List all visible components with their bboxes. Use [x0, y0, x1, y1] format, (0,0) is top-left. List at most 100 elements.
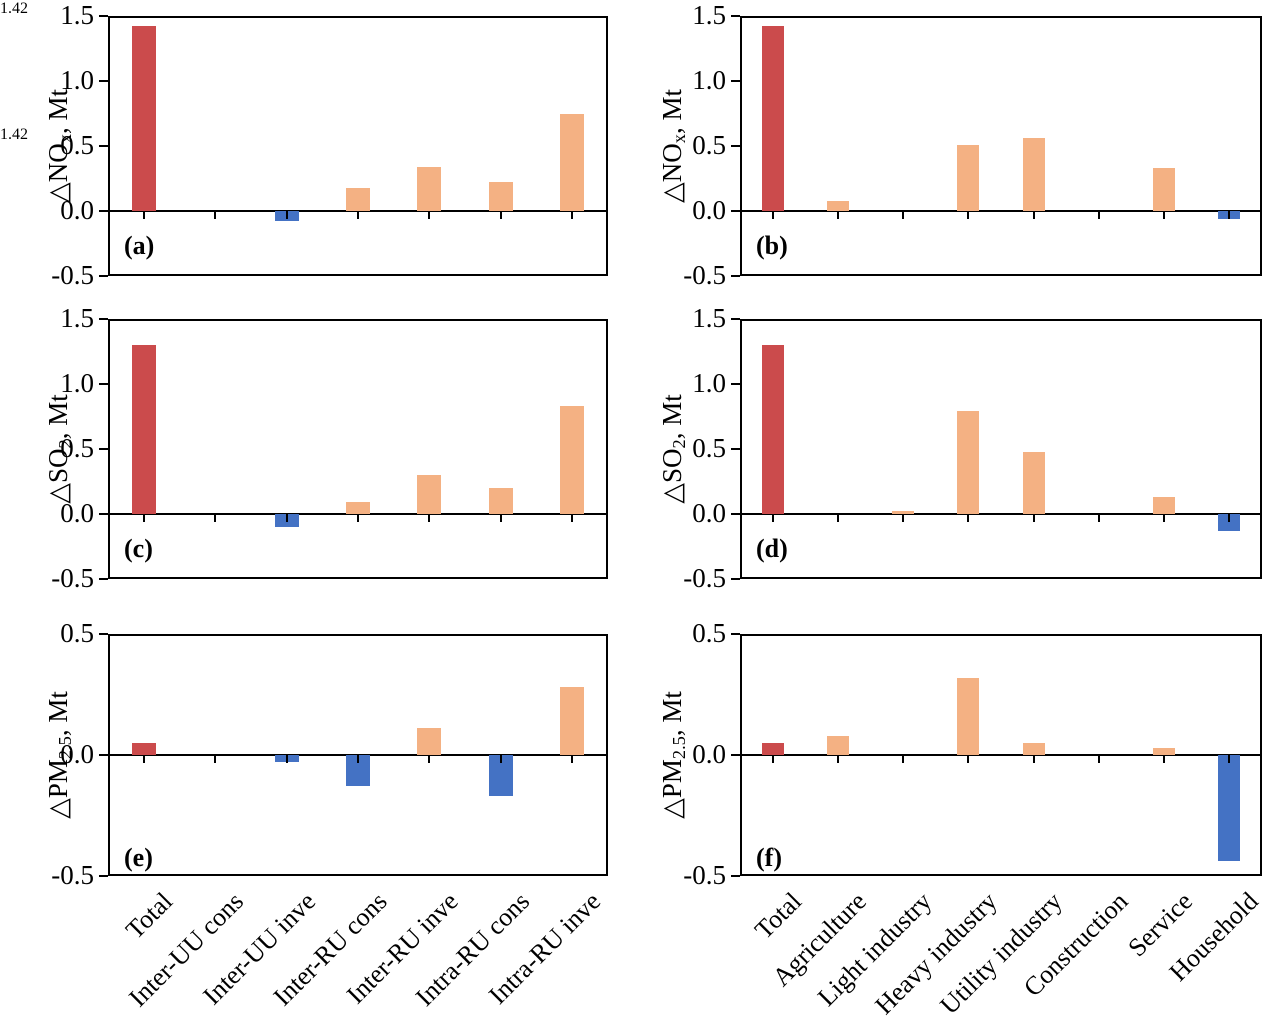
y-axis-title-suffix: , Mt — [656, 89, 687, 135]
bar-value-label: 0.56 — [0, 198, 635, 216]
bar-value-label: -0.08 — [0, 36, 635, 54]
x-axis-tick — [771, 514, 774, 522]
panel-box-a — [108, 16, 608, 276]
y-tick-label: -0.5 — [51, 563, 94, 593]
y-axis-tick — [731, 875, 740, 877]
bar-household — [1218, 755, 1241, 862]
zero-axis-line — [740, 210, 1262, 212]
y-axis-tick — [731, 318, 740, 320]
bar-value-label: -0.01 — [0, 288, 635, 306]
bar-heavy-industry — [957, 411, 980, 514]
y-tick-label: 0.5 — [60, 433, 94, 463]
bar-intra-ru-cons — [488, 488, 513, 514]
y-axis-tick — [99, 578, 108, 580]
y-tick-label: 1.5 — [692, 0, 726, 30]
bar-value-label: 0.33 — [0, 234, 635, 252]
y-axis-tick — [99, 513, 108, 515]
x-category-label-total: Total — [119, 886, 178, 945]
y-tick-label: 0.0 — [692, 498, 726, 528]
bar-value-label: 0.22 — [0, 90, 635, 108]
x-axis-tick — [214, 755, 217, 763]
y-axis-tick — [731, 448, 740, 450]
y-axis-tick — [731, 513, 740, 515]
y-axis-title-prefix: △PM — [656, 759, 687, 819]
x-axis-tick — [499, 755, 502, 763]
y-tick-label: 0.0 — [60, 195, 94, 225]
y-axis-tick — [99, 448, 108, 450]
bar-value-label: -0.06 — [0, 252, 635, 270]
bar-total — [761, 345, 784, 514]
x-axis-tick — [214, 514, 217, 522]
bar-value-label: 0.00 — [0, 486, 635, 504]
bar-value-label: 0.00 — [0, 756, 635, 774]
bar-light-industry — [892, 511, 915, 514]
x-axis-tick — [142, 755, 145, 763]
x-axis-tick — [428, 211, 431, 219]
bar-value-label: 0.00 — [0, 702, 635, 720]
bar-value-label: 1.30 — [0, 270, 635, 288]
y-axis-tick — [99, 80, 108, 82]
bar-value-label: 0.05 — [0, 738, 635, 756]
bar-value-label: 0.34 — [0, 72, 635, 90]
bar-value-label: 0.75 — [0, 108, 635, 126]
y-tick-label: 1.5 — [692, 303, 726, 333]
bar-value-label: 1.42 — [0, 0, 28, 17]
y-axis-title-prefix: △SO — [656, 448, 687, 504]
bar-service — [1153, 497, 1176, 514]
x-axis-tick — [902, 755, 905, 763]
x-axis-tick — [836, 514, 839, 522]
y-tick-label: 0.5 — [60, 618, 94, 648]
x-axis-tick — [1228, 211, 1231, 219]
y-axis-tick — [99, 633, 108, 635]
panel-letter: (b) — [756, 231, 788, 260]
bar-total — [761, 742, 784, 755]
y-axis-tick — [99, 15, 108, 17]
bar-value-label: 0.03 — [0, 774, 635, 792]
bar-service — [1153, 168, 1176, 211]
bar-value-label: 0.01 — [0, 216, 635, 234]
x-axis-tick — [357, 755, 359, 763]
bar-value-label: 0.79 — [0, 450, 635, 468]
y-tick-label: 0.5 — [692, 433, 726, 463]
y-axis-tick — [99, 318, 108, 320]
bar-value-label: 0.30 — [0, 342, 635, 360]
y-tick-label: 1.5 — [60, 303, 94, 333]
panel-letter: (f) — [756, 843, 782, 872]
x-axis-tick — [836, 211, 839, 219]
y-tick-label: -0.5 — [683, 860, 726, 890]
x-axis-tick — [214, 211, 217, 219]
bar-intra-ru-inve — [560, 687, 585, 755]
bar-value-label: 0.05 — [0, 540, 635, 558]
bar-intra-ru-cons — [488, 182, 513, 211]
x-axis-tick — [571, 514, 574, 522]
x-axis-tick — [428, 514, 431, 522]
bar-value-label: 1.30 — [0, 396, 635, 414]
bar-inter-ru-inve — [417, 728, 442, 755]
x-axis-tick — [1032, 755, 1035, 763]
x-axis-tick — [1032, 514, 1035, 522]
x-axis-tick — [1228, 755, 1231, 763]
bar-value-label: 0.83 — [0, 378, 635, 396]
x-axis-tick — [902, 211, 905, 219]
y-axis-tick — [99, 145, 108, 147]
panel-letter: (d) — [756, 534, 788, 563]
bar-value-label: 0.20 — [0, 360, 635, 378]
bar-value-label: 0.32 — [0, 720, 635, 738]
panel-box-d — [740, 319, 1262, 579]
bar-value-label: 0.01 — [0, 18, 635, 36]
x-axis-tick — [285, 514, 288, 522]
y-axis-title: △PM2.5, Mt — [656, 691, 693, 819]
bar-value-label: 0.08 — [0, 684, 635, 702]
bar-value-label: 0.13 — [0, 504, 635, 522]
x-axis-tick — [142, 514, 145, 522]
y-tick-label: 1.0 — [60, 65, 94, 95]
zero-axis-line — [740, 754, 1262, 756]
x-axis-tick — [836, 755, 839, 763]
x-axis-tick — [967, 755, 970, 763]
y-axis-tick — [99, 275, 108, 277]
y-tick-label: 1.0 — [60, 368, 94, 398]
y-axis-tick — [731, 578, 740, 580]
x-axis-tick — [771, 755, 774, 763]
bar-agriculture — [826, 735, 849, 755]
